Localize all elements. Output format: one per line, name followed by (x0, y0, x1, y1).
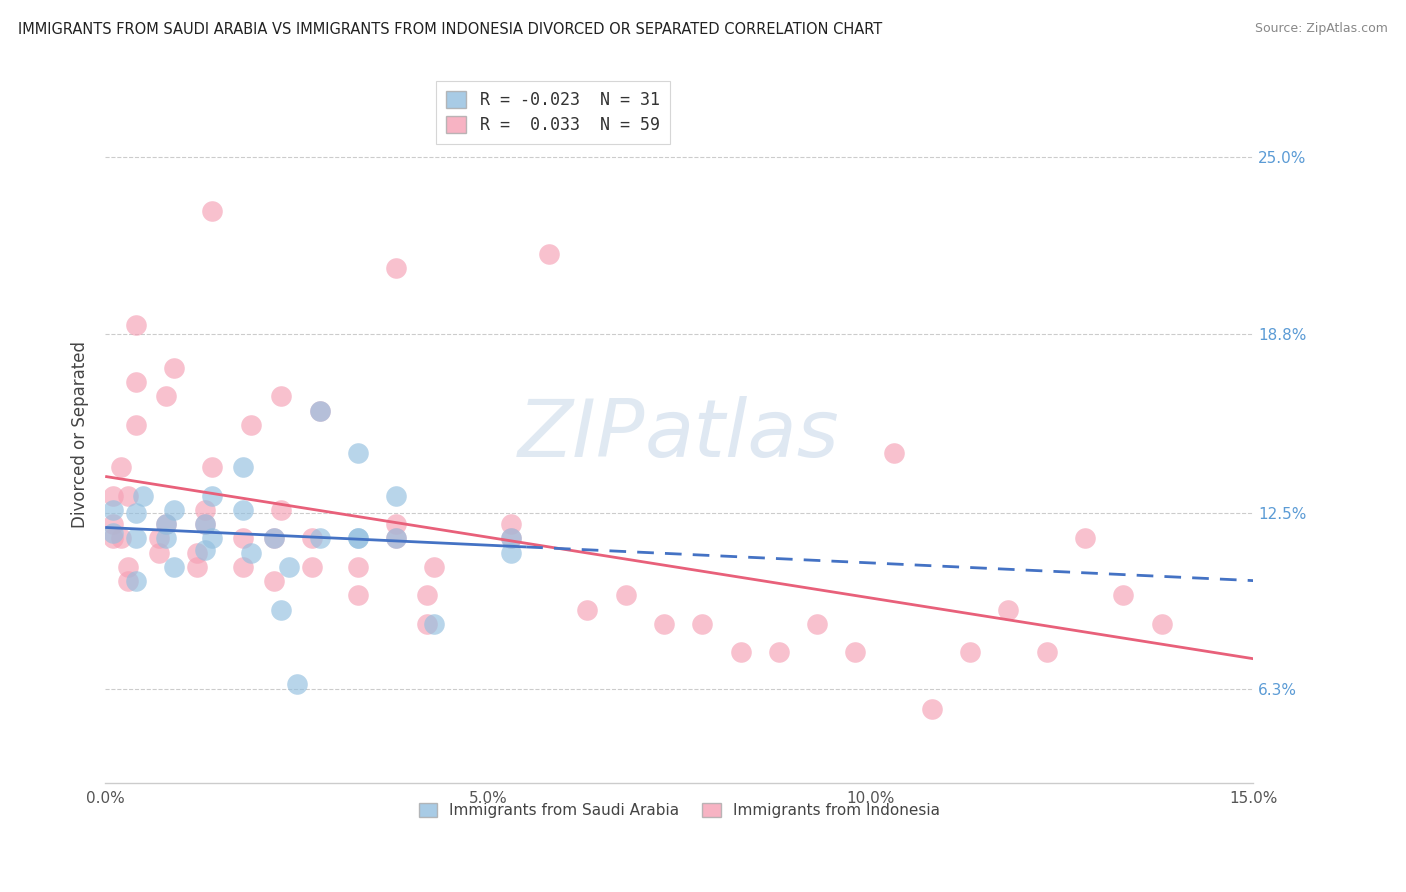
Point (117, 560, 139, 574)
Point (576, 602, 599, 616)
Point (385, 532, 408, 546)
Point (1074, 532, 1097, 546)
Point (239, 417, 262, 432)
Point (155, 532, 177, 546)
Point (125, 417, 148, 432)
Point (148, 546, 170, 560)
Point (301, 560, 323, 574)
Point (194, 517, 217, 532)
Point (186, 560, 208, 574)
Point (385, 532, 408, 546)
Legend: Immigrants from Saudi Arabia, Immigrants from Indonesia: Immigrants from Saudi Arabia, Immigrants… (412, 797, 946, 824)
Point (194, 542, 217, 557)
Point (101, 532, 124, 546)
Point (263, 532, 285, 546)
Point (423, 560, 446, 574)
Point (201, 489, 224, 503)
Y-axis label: Divorced or Separated: Divorced or Separated (72, 342, 89, 528)
Point (614, 588, 637, 602)
Point (308, 403, 330, 417)
Point (1035, 645, 1057, 659)
Point (346, 588, 368, 602)
Point (163, 503, 186, 517)
Point (844, 645, 866, 659)
Point (690, 616, 713, 631)
Point (385, 261, 408, 276)
Point (110, 532, 132, 546)
Point (194, 517, 217, 532)
Point (194, 503, 217, 517)
Point (148, 532, 170, 546)
Point (125, 506, 148, 520)
Text: ZIP: ZIP (517, 396, 645, 474)
Point (201, 460, 224, 475)
Point (232, 532, 254, 546)
Point (101, 525, 124, 540)
Point (308, 532, 330, 546)
Point (730, 645, 752, 659)
Point (346, 560, 368, 574)
Point (1112, 588, 1135, 602)
Point (1150, 616, 1173, 631)
Point (270, 389, 292, 403)
Point (263, 532, 285, 546)
Point (346, 532, 368, 546)
Point (301, 532, 323, 546)
Point (921, 702, 943, 716)
Point (423, 616, 446, 631)
Point (125, 318, 148, 333)
Point (117, 489, 139, 503)
Point (163, 360, 186, 375)
Point (308, 403, 330, 417)
Point (201, 204, 224, 219)
Point (652, 616, 675, 631)
Point (415, 588, 437, 602)
Point (110, 460, 132, 475)
Point (499, 517, 522, 532)
Point (263, 574, 285, 589)
Point (186, 546, 208, 560)
Point (806, 616, 828, 631)
Point (232, 503, 254, 517)
Point (277, 560, 299, 574)
Point (270, 602, 292, 616)
Point (125, 532, 148, 546)
Point (155, 389, 177, 403)
Point (499, 532, 522, 546)
Point (768, 645, 790, 659)
Point (232, 560, 254, 574)
Point (997, 602, 1019, 616)
Text: Source: ZipAtlas.com: Source: ZipAtlas.com (1254, 22, 1388, 36)
Point (101, 517, 124, 532)
Point (959, 645, 981, 659)
Point (346, 446, 368, 460)
Point (270, 503, 292, 517)
Point (201, 532, 224, 546)
Point (415, 616, 437, 631)
Point (155, 517, 177, 532)
Point (499, 532, 522, 546)
Text: atlas: atlas (645, 396, 839, 474)
Point (163, 560, 186, 574)
Point (232, 460, 254, 475)
Point (101, 503, 124, 517)
Point (385, 489, 408, 503)
Point (117, 574, 139, 589)
Point (101, 489, 124, 503)
Point (125, 574, 148, 589)
Text: IMMIGRANTS FROM SAUDI ARABIA VS IMMIGRANTS FROM INDONESIA DIVORCED OR SEPARATED : IMMIGRANTS FROM SAUDI ARABIA VS IMMIGRAN… (18, 22, 883, 37)
Point (346, 532, 368, 546)
Point (125, 375, 148, 389)
Point (385, 517, 408, 532)
Point (155, 517, 177, 532)
Point (499, 546, 522, 560)
Point (285, 676, 308, 690)
Point (239, 546, 262, 560)
Point (538, 247, 561, 261)
Point (132, 489, 155, 503)
Point (883, 446, 905, 460)
